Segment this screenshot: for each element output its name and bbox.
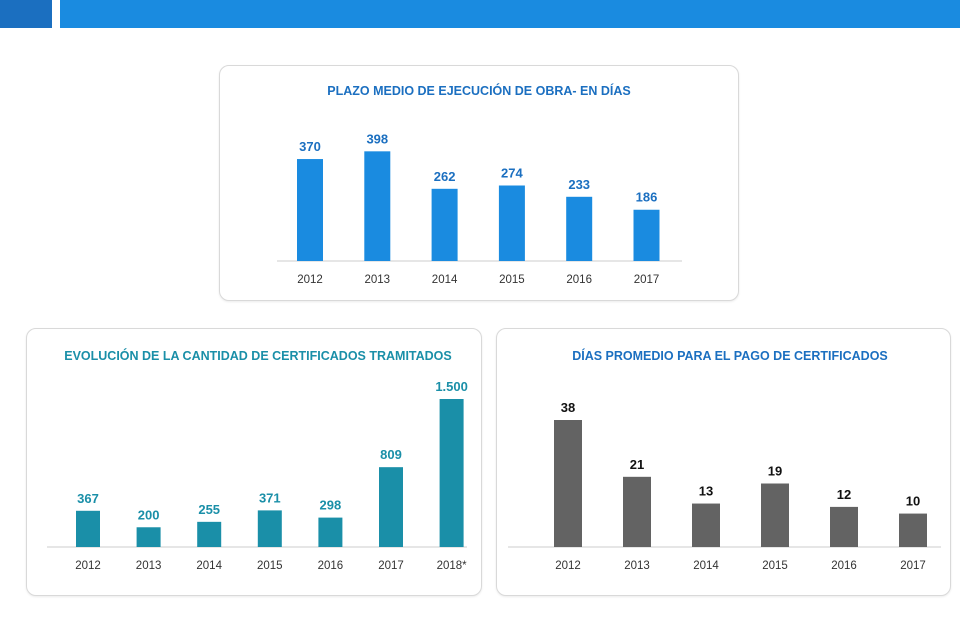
value-label: 367 [77,491,99,506]
value-label: 298 [320,498,342,513]
x-tick-label: 2015 [499,274,525,286]
x-tick-label: 2016 [566,274,592,286]
value-label: 262 [434,169,456,184]
x-tick-label: 2015 [762,560,788,572]
value-label: 1.500 [435,379,468,394]
bar-2015 [498,185,525,261]
value-label: 398 [366,131,388,146]
bar-2014 [431,188,458,261]
x-tick-label: 2016 [318,560,344,572]
bar-2018 [439,399,464,547]
chart-dias-promedio-pago: DÍAS PROMEDIO PARA EL PAGO DE CERTIFICAD… [508,348,941,572]
value-label: 19 [768,464,782,479]
x-tick-label: 2018* [437,560,468,572]
bar-2015 [761,483,789,547]
bar-2012 [554,420,582,547]
header-bar-accent [0,0,52,28]
bar-2014 [197,521,222,547]
chart-title: DÍAS PROMEDIO PARA EL PAGO DE CERTIFICAD… [572,348,888,363]
chart-title: EVOLUCIÓN DE LA CANTIDAD DE CERTIFICADOS… [64,348,452,363]
bar-2013 [623,476,651,547]
value-label: 371 [259,490,281,505]
x-tick-label: 2013 [136,560,162,572]
bar-2014 [692,503,720,547]
chart-plazo-medio: PLAZO MEDIO DE EJECUCIÓN DE OBRA- EN DÍA… [277,83,682,286]
x-tick-label: 2017 [378,560,404,572]
x-tick-label: 2014 [693,560,719,572]
value-label: 38 [561,400,575,415]
value-label: 186 [636,190,658,205]
bar-2017 [633,209,660,261]
chart-panel-dias-promedio-pago: DÍAS PROMEDIO PARA EL PAGO DE CERTIFICAD… [496,328,951,596]
value-label: 274 [501,165,523,180]
x-tick-label: 2014 [196,560,222,572]
chart-panel-certificados-tramitados: EVOLUCIÓN DE LA CANTIDAD DE CERTIFICADOS… [26,328,482,596]
bar-2012 [76,510,100,547]
value-label: 21 [630,457,644,472]
x-tick-label: 2013 [624,560,650,572]
value-label: 809 [380,447,402,462]
bar-2013 [136,527,161,547]
x-tick-label: 2017 [634,274,660,286]
value-label: 13 [699,484,713,499]
bar-2016 [830,506,858,547]
bar-2016 [566,196,593,261]
bar-2017 [899,513,927,547]
x-tick-label: 2012 [297,274,323,286]
value-label: 200 [138,507,160,522]
chart-certificados-tramitados: EVOLUCIÓN DE LA CANTIDAD DE CERTIFICADOS… [47,348,468,572]
value-label: 10 [906,494,920,509]
bar-2012 [297,159,323,261]
value-label: 233 [568,177,590,192]
x-tick-label: 2017 [900,560,926,572]
x-tick-label: 2014 [432,274,458,286]
chart-panel-plazo-medio: PLAZO MEDIO DE EJECUCIÓN DE OBRA- EN DÍA… [219,65,739,301]
header-bar [60,0,960,28]
x-tick-label: 2016 [831,560,857,572]
bar-2015 [257,510,282,547]
chart-title: PLAZO MEDIO DE EJECUCIÓN DE OBRA- EN DÍA… [327,83,631,98]
bar-2013 [364,151,391,261]
bar-2017 [379,467,403,547]
value-label: 255 [198,502,220,517]
x-tick-label: 2012 [555,560,581,572]
x-tick-label: 2013 [365,274,391,286]
value-label: 12 [837,487,851,502]
bar-2016 [318,517,343,547]
x-tick-label: 2012 [75,560,101,572]
x-tick-label: 2015 [257,560,283,572]
value-label: 370 [299,139,321,154]
